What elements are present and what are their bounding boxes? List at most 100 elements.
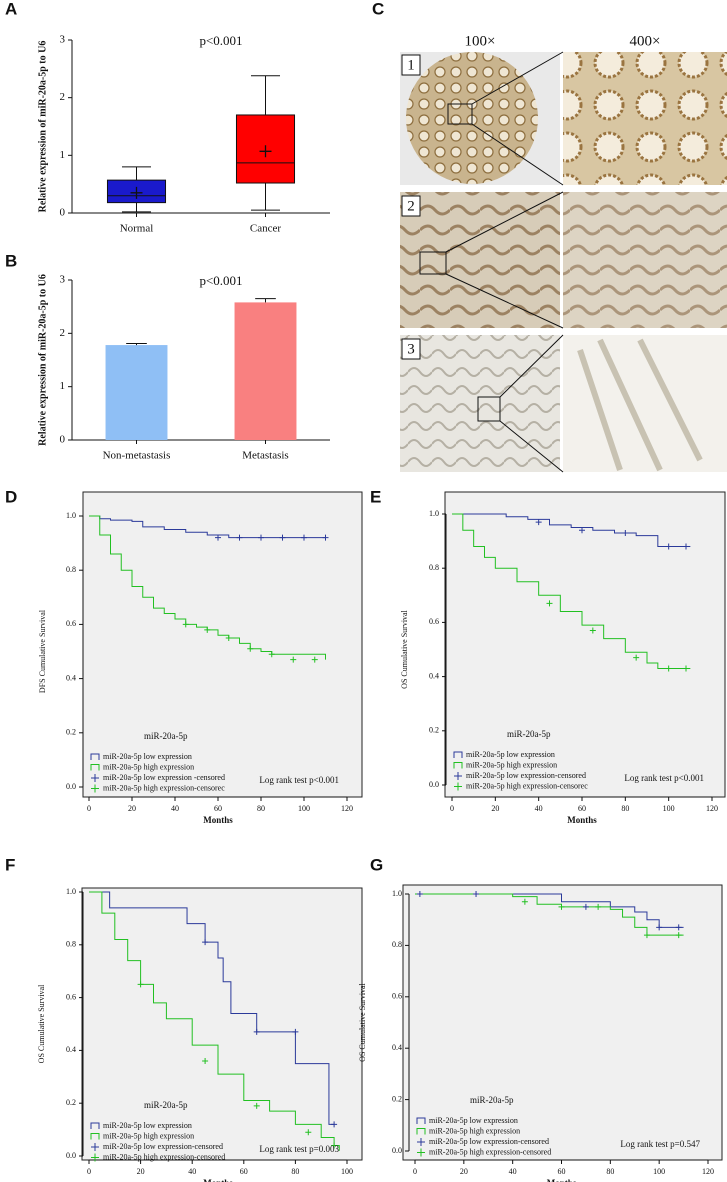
column-label: 400× [630,33,661,49]
survival-curve [89,891,335,1125]
y-tick-label: 1 [60,149,66,161]
y-tick-label: 0.4 [392,1043,402,1052]
y-tick-label: 1 [60,380,66,392]
censor-mark [683,543,689,550]
censor-mark [215,534,221,541]
legend-label: miR-20a-5p low expression [466,750,555,759]
censor-mark [305,1129,312,1136]
censor-mark [683,665,689,672]
x-tick-label: 0 [413,1167,417,1176]
legend-label: miR-20a-5p high expression [429,1126,520,1135]
x-axis-title: Months [547,1178,577,1182]
censor-mark [322,534,329,541]
censor-mark [247,645,254,652]
y-axis-title: DFS Cumulative Survival [38,609,47,693]
censor-mark [665,543,672,550]
y-tick-label: 0.8 [392,940,402,949]
y-axis-title: Relative expression of miR-20a-5p to U6 [37,274,48,446]
y-tick-label: 0.0 [392,1146,402,1155]
survival-curve [89,515,326,539]
x-tick-label: 20 [491,804,499,813]
y-tick-label: 0.0 [66,1151,76,1160]
y-tick-label: 0.2 [429,726,439,735]
censor-mark [301,534,307,541]
row-label: 3 [407,341,415,357]
y-axis-title: OS Cumulative Survival [37,984,46,1063]
row-label: 1 [407,57,415,73]
y-tick-label: 2 [60,327,66,339]
y-tick-label: 0.0 [66,782,76,791]
survival-curve [452,513,691,669]
legend-label: miR-20a-5p high expression [103,1131,194,1140]
censor-mark [202,939,209,946]
panel-letter: C [372,0,384,18]
x-tick-label: 100 [653,1167,665,1176]
micrograph [400,192,560,328]
x-tick-label: 80 [606,1167,614,1176]
x-tick-label: 80 [621,804,629,813]
annotation: Log rank test p=0.003 [259,1144,339,1154]
censor-mark [558,903,565,910]
legend-symbol [91,774,99,782]
y-tick-label: 0.8 [429,563,439,572]
annotation: Log rank test p=0.547 [620,1139,700,1149]
x-tick-label: 40 [535,804,543,813]
panel-letter: E [370,487,381,506]
x-tick-label: 60 [214,804,222,813]
legend-label: miR-20a-5p low expression [103,752,192,761]
legend-label: miR-20a-5p low expression-censored [429,1137,549,1146]
legend-symbol [417,1148,425,1157]
censor-mark [258,534,264,541]
x-axis-title: Months [203,815,233,825]
legend-symbol [453,751,463,758]
x-tick-label: 20 [460,1167,468,1176]
y-axis-title: Relative expression of miR-20a-5p to U6 [37,41,48,213]
x-axis-title: Months [203,1178,233,1182]
micrograph [563,52,727,185]
censor-mark [633,654,640,661]
censor-mark [521,898,528,905]
censor-mark [416,891,423,897]
plot-background [444,491,726,798]
x-tick-label: 20 [128,804,136,813]
x-tick-label: 80 [257,804,265,813]
legend-symbol [417,1138,425,1146]
censor-mark [473,891,480,897]
censor-mark [182,621,189,628]
legend-label: miR-20a-5p high expression [466,760,557,769]
legend-symbol [90,764,100,771]
legend-label: miR-20a-5p low expression [429,1116,518,1125]
censor-mark [665,665,672,672]
annotation: p<0.001 [199,33,242,48]
censor-mark [279,534,286,541]
y-tick-label: 2 [60,91,66,103]
censor-mark [311,656,318,663]
y-tick-label: 1.0 [66,887,76,896]
x-tick-label: 0 [87,804,91,813]
y-tick-label: 0.2 [66,1098,76,1107]
legend-title: miR-20a-5p [470,1095,514,1105]
legend-title: miR-20a-5p [144,731,188,741]
y-tick-label: 0.8 [66,565,76,574]
x-tick-label: 20 [137,1167,145,1176]
legend-symbol [91,1143,99,1151]
legend-symbol [454,782,462,791]
censor-mark [546,600,553,607]
x-tick-label: 100 [663,804,675,813]
y-tick-label: 3 [60,34,66,46]
x-tick-label: 60 [240,1167,248,1176]
censor-mark [253,1028,260,1035]
mean-marker [259,145,272,158]
censor-mark [253,1102,260,1109]
x-tick-label: 0 [450,804,454,813]
legend-label: miR-20a-5p low expression-censored [103,1142,223,1151]
bar [234,302,297,440]
y-tick-label: 0.4 [429,671,439,680]
x-tick-label: 40 [171,804,179,813]
x-tick-label: 60 [558,1167,566,1176]
legend-label: miR-20a-5p low expression [103,1121,192,1130]
censor-mark [656,924,663,931]
y-tick-label: 0.6 [392,992,402,1001]
censor-mark [582,903,589,910]
